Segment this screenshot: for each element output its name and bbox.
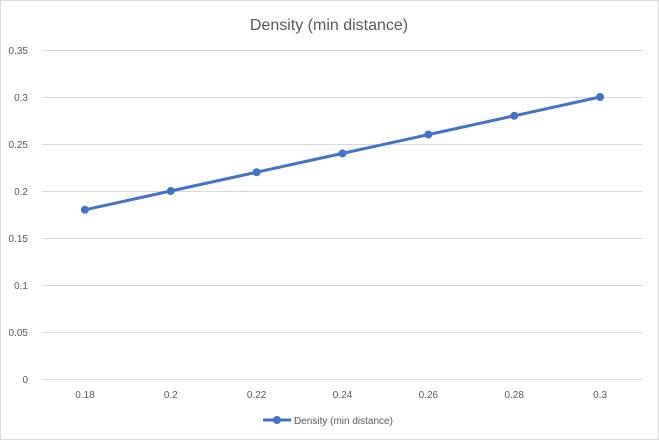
x-tick-label: 0.24 bbox=[333, 390, 353, 401]
y-tick-label: 0.3 bbox=[14, 93, 28, 104]
x-tick-label: 0.22 bbox=[247, 390, 267, 401]
legend-series-label: Density (min distance) bbox=[294, 416, 393, 427]
data-point bbox=[80, 205, 89, 214]
y-tick-label: 0.25 bbox=[9, 140, 29, 151]
data-point bbox=[596, 93, 605, 101]
y-tick-label: 0.05 bbox=[9, 328, 29, 339]
y-gridlines bbox=[42, 50, 643, 380]
data-point bbox=[338, 149, 347, 158]
y-axis-tick-labels: 0 0.05 0.1 0.15 0.2 0.25 0.3 0.35 bbox=[9, 46, 29, 386]
x-tick-label: 0.3 bbox=[593, 390, 607, 401]
y-tick-label: 0 bbox=[22, 375, 28, 386]
x-tick-label: 0.28 bbox=[504, 390, 524, 401]
x-tick-label: 0.26 bbox=[419, 390, 439, 401]
x-tick-label: 0.18 bbox=[75, 390, 95, 401]
y-tick-label: 0.1 bbox=[14, 281, 28, 292]
data-point bbox=[424, 130, 433, 139]
data-point bbox=[166, 187, 175, 195]
x-axis-tick-labels: 0.18 0.2 0.22 0.24 0.26 0.28 0.3 bbox=[75, 390, 607, 401]
legend: Density (min distance) bbox=[263, 416, 393, 427]
y-tick-label: 0.2 bbox=[14, 187, 28, 198]
x-tick-label: 0.2 bbox=[164, 390, 178, 401]
data-point bbox=[252, 168, 261, 177]
y-tick-label: 0.35 bbox=[9, 46, 29, 57]
legend-series-marker bbox=[273, 416, 281, 424]
y-tick-label: 0.15 bbox=[9, 234, 29, 245]
data-point bbox=[510, 111, 519, 120]
series-layer bbox=[80, 93, 605, 214]
chart-title: Density (min distance) bbox=[250, 17, 408, 34]
